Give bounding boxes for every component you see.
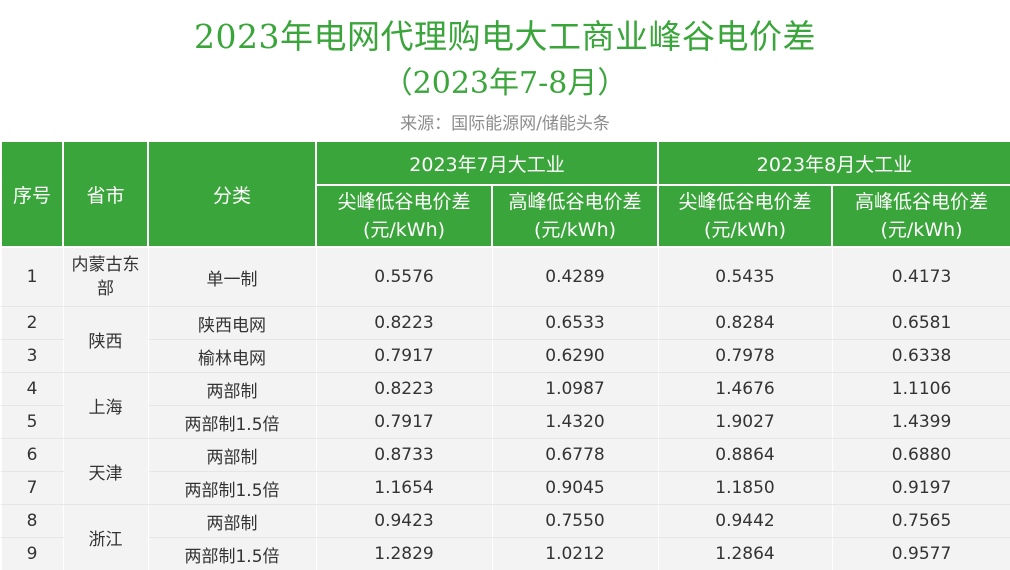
cell-aug-high: 0.6880	[831, 438, 1010, 472]
header-province: 省市	[62, 140, 149, 248]
table-row: 5 两部制1.5倍 0.7917 1.4320 1.9027 1.4399	[0, 405, 1010, 439]
header-category: 分类	[147, 140, 317, 248]
cell-jul-high: 0.7550	[491, 504, 659, 538]
header-index: 序号	[0, 140, 64, 248]
cell-province: 上海	[62, 372, 149, 439]
table-row: 6 天津 两部制 0.8733 0.6778 0.8864 0.6880	[0, 438, 1010, 505]
table-row: 1 内蒙古东部 单一制 0.5576 0.4289 0.5435 0.4173	[0, 246, 1010, 307]
header-august-group: 2023年8月大工业	[657, 140, 1010, 186]
cell-index: 1	[0, 246, 64, 307]
cell-category: 单一制	[147, 246, 317, 307]
cell-index: 7	[0, 471, 64, 505]
cell-jul-peak: 1.1654	[315, 471, 493, 505]
cell-aug-peak: 0.7978	[657, 339, 833, 373]
header-row-group: 序号 省市 分类 2023年7月大工业 2023年8月大工业	[0, 140, 1010, 248]
cell-category: 两部制1.5倍	[147, 405, 317, 439]
cell-aug-high: 0.7565	[831, 504, 1010, 538]
table-row: 3 榆林电网 0.7917 0.6290 0.7978 0.6338	[0, 339, 1010, 373]
cell-jul-peak: 1.2829	[315, 537, 493, 570]
cell-aug-peak: 0.8284	[657, 306, 833, 340]
cell-index: 2	[0, 306, 64, 340]
cell-aug-peak: 0.8864	[657, 438, 833, 472]
cell-index: 8	[0, 504, 64, 538]
cell-jul-high: 0.6290	[491, 339, 659, 373]
table-row: 2 陕西 陕西电网 0.8223 0.6533 0.8284 0.6581	[0, 306, 1010, 373]
source-note: 来源：国际能源网/储能头条	[400, 114, 610, 134]
table-row: 7 两部制1.5倍 1.1654 0.9045 1.1850 0.9197	[0, 471, 1010, 505]
header-aug-peak-valley: 尖峰低谷电价差(元/kWh)	[657, 184, 834, 248]
cell-index: 9	[0, 537, 64, 570]
cell-aug-high: 0.9197	[831, 471, 1010, 505]
header-jul-high-valley: 高峰低谷电价差(元/kWh)	[490, 184, 660, 248]
header-aug-high-valley: 高峰低谷电价差(元/kWh)	[831, 184, 1010, 248]
cell-jul-high: 0.6533	[491, 306, 659, 340]
cell-aug-peak: 1.2864	[657, 537, 833, 570]
cell-jul-high: 1.0987	[491, 372, 659, 406]
cell-category: 两部制	[147, 504, 317, 538]
cell-index: 6	[0, 438, 64, 472]
cell-jul-high: 1.4320	[491, 405, 659, 439]
cell-province: 陕西	[62, 306, 149, 373]
cell-province: 内蒙古东部	[62, 246, 149, 307]
cell-category: 榆林电网	[147, 339, 317, 373]
cell-jul-high: 0.4289	[491, 246, 659, 307]
header-july-group: 2023年7月大工业	[314, 140, 660, 186]
table-row: 4 上海 两部制 0.8223 1.0987 1.4676 1.1106	[0, 372, 1010, 439]
cell-aug-peak: 1.9027	[657, 405, 833, 439]
cell-index: 3	[0, 339, 64, 373]
cell-province: 浙江	[62, 504, 149, 570]
cell-jul-peak: 0.9423	[315, 504, 493, 538]
cell-aug-peak: 0.5435	[657, 246, 833, 307]
cell-jul-peak: 0.7917	[315, 339, 493, 373]
cell-aug-high: 0.6581	[831, 306, 1010, 340]
cell-category: 两部制1.5倍	[147, 537, 317, 570]
table-row: 8 浙江 两部制 0.9423 0.7550 0.9442 0.7565	[0, 504, 1010, 570]
cell-aug-peak: 1.4676	[657, 372, 833, 406]
cell-jul-high: 0.6778	[491, 438, 659, 472]
cell-category: 两部制	[147, 372, 317, 406]
page-title: 2023年电网代理购电大工商业峰谷电价差	[194, 17, 816, 56]
cell-aug-high: 0.6338	[831, 339, 1010, 373]
cell-aug-high: 0.4173	[831, 246, 1010, 307]
price-table: 序号 省市 分类 2023年7月大工业 2023年8月大工业 尖峰低谷电价差(元…	[0, 140, 1010, 570]
table-row: 9 两部制1.5倍 1.2829 1.0212 1.2864 0.9577	[0, 537, 1010, 570]
cell-province: 天津	[62, 438, 149, 505]
cell-jul-high: 0.9045	[491, 471, 659, 505]
cell-category: 两部制1.5倍	[147, 471, 317, 505]
cell-aug-high: 0.9577	[831, 537, 1010, 570]
cell-jul-high: 1.0212	[491, 537, 659, 570]
cell-aug-high: 1.4399	[831, 405, 1010, 439]
cell-jul-peak: 0.7917	[315, 405, 493, 439]
cell-category: 两部制	[147, 438, 317, 472]
cell-jul-peak: 0.8223	[315, 306, 493, 340]
cell-index: 5	[0, 405, 64, 439]
cell-aug-peak: 1.1850	[657, 471, 833, 505]
cell-category: 陕西电网	[147, 306, 317, 340]
cell-aug-high: 1.1106	[831, 372, 1010, 406]
cell-jul-peak: 0.5576	[315, 246, 493, 307]
header-row-sub: 尖峰低谷电价差(元/kWh) 高峰低谷电价差(元/kWh) 尖峰低谷电价差(元/…	[1, 184, 1010, 248]
cell-jul-peak: 0.8223	[315, 372, 493, 406]
page-subtitle: （2023年7-8月）	[382, 66, 628, 101]
cell-jul-peak: 0.8733	[315, 438, 493, 472]
cell-aug-peak: 0.9442	[657, 504, 833, 538]
header-jul-peak-valley: 尖峰低谷电价差(元/kWh)	[315, 184, 493, 248]
cell-index: 4	[0, 372, 64, 406]
